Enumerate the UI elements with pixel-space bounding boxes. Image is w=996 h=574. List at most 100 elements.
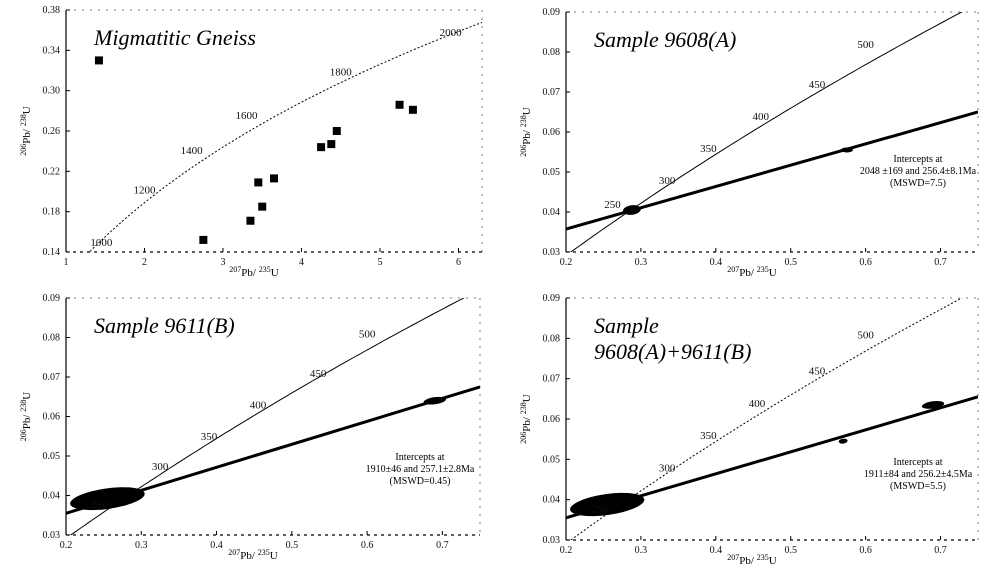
x-tick-label: 0.3 (635, 257, 648, 268)
age-label: 1200 (133, 185, 156, 197)
x-tick-label: 0.5 (286, 540, 299, 551)
y-tick-label: 0.09 (43, 293, 61, 304)
y-tick-label: 0.09 (543, 7, 561, 18)
age-label: 1400 (181, 145, 204, 157)
x-tick-label: 1 (64, 257, 69, 268)
x-tick-label: 0.2 (60, 540, 73, 551)
error-ellipse (70, 487, 145, 511)
data-point (332, 127, 341, 135)
x-axis-label-part: Pb/ (739, 267, 756, 279)
y-tick-label: 0.08 (543, 47, 561, 58)
y-tick-label: 0.06 (543, 414, 561, 425)
age-label: 350 (700, 143, 717, 155)
x-axis-label-part: Pb/ (240, 550, 257, 562)
x-tick-label: 0.7 (934, 257, 947, 268)
y-tick-label: 0.05 (43, 451, 61, 462)
x-tick-label: 0.7 (436, 540, 449, 551)
age-label: 500 (857, 39, 874, 51)
age-label: 450 (809, 366, 826, 378)
x-axis-label-part: Pb/ (739, 555, 756, 567)
age-label: 400 (749, 398, 766, 410)
x-tick-label: 0.3 (135, 540, 148, 551)
x-axis-label-part: 235 (258, 548, 270, 557)
chart-title: Migmatitic Gneiss (93, 25, 256, 50)
x-axis-label-part: 235 (757, 553, 769, 562)
intercept-annotation: (MSWD=5.5) (890, 481, 946, 492)
x-axis-label-part: 207 (229, 265, 241, 274)
x-tick-label: 0.6 (361, 540, 374, 551)
x-tick-label: 0.3 (635, 545, 648, 556)
age-label: 2000 (440, 27, 463, 39)
x-tick-label: 6 (456, 257, 461, 268)
x-tick-label: 0.5 (784, 545, 797, 556)
data-point (94, 56, 103, 65)
y-tick-label: 0.05 (543, 454, 561, 465)
y-tick-label: 0.06 (43, 412, 61, 423)
y-tick-label: 0.03 (543, 247, 561, 258)
y-axis-label-part: U (21, 106, 33, 114)
y-tick-label: 0.05 (543, 167, 561, 178)
chart-panel-2: 0.2 0.3 0.4 0.5 0.6 0.7 0.03 0.04 0.05 0.06 0.07 0.… (519, 7, 979, 280)
y-axis-label: 206Pb/ 238U (19, 392, 34, 441)
y-tick-label: 0.09 (543, 293, 561, 304)
y-axis-label-part: Pb/ (21, 126, 33, 143)
y-axis-label-part: 206 (519, 432, 528, 444)
x-axis-label: 207Pb/ 235U (228, 548, 277, 563)
y-tick-label: 0.30 (43, 86, 61, 97)
y-tick-label: 0.03 (43, 530, 61, 541)
x-tick-label: 2 (142, 257, 147, 268)
data-point (327, 140, 336, 149)
age-label: 250 (591, 504, 608, 516)
age-label: 1800 (330, 67, 353, 79)
concordia-curve (88, 21, 482, 252)
plot-area (566, 12, 978, 252)
x-tick-label: 0.4 (210, 540, 223, 551)
x-axis-label-part: Pb/ (241, 267, 258, 279)
y-axis-label: 206Pb/ 238U (519, 107, 534, 156)
age-label: 450 (809, 79, 826, 91)
y-tick-label: 0.04 (43, 491, 61, 502)
y-axis-label-part: Pb/ (521, 414, 533, 431)
x-axis-label-part: U (769, 555, 777, 567)
y-axis-label-part: 238 (519, 115, 528, 127)
intercept-annotation: Intercepts at (893, 154, 942, 165)
y-tick-label: 0.06 (543, 127, 561, 138)
intercept-annotation: 2048 ±169 and 256.4±8.1Ma (860, 166, 977, 177)
y-axis-label-part: 206 (519, 145, 528, 157)
data-point (408, 105, 417, 114)
y-tick-label: 0.07 (543, 87, 561, 98)
y-tick-label: 0.04 (543, 207, 561, 218)
concordia-curve (569, 12, 963, 252)
x-tick-label: 0.6 (859, 545, 872, 556)
data-point (840, 147, 853, 153)
x-tick-label: 0.6 (859, 257, 872, 268)
x-axis-label: 207Pb/ 235U (229, 265, 278, 280)
concordia-curve (69, 298, 465, 535)
age-label: 1600 (236, 110, 259, 122)
chart-panel-4: 0.2 0.3 0.4 0.5 0.6 0.7 0.03 0.04 0.05 0.06 0.07 0.… (519, 293, 979, 567)
x-axis-label-part: 207 (727, 553, 739, 562)
age-label: 300 (659, 175, 676, 187)
age-label: 250 (92, 499, 109, 511)
x-tick-label: 0.7 (934, 545, 947, 556)
age-label: 300 (152, 461, 169, 473)
x-tick-label: 3 (220, 257, 225, 268)
x-axis-label: 207Pb/ 235U (727, 265, 776, 280)
intercept-annotation: Intercepts at (395, 452, 444, 463)
concordia-curve (569, 298, 963, 540)
y-tick-label: 0.03 (543, 535, 561, 546)
age-label: 300 (659, 462, 676, 474)
y-axis-label-part: 238 (19, 400, 28, 412)
y-tick-label: 0.14 (43, 247, 61, 258)
data-point (199, 235, 208, 244)
x-axis-label-part: U (270, 550, 278, 562)
data-point (270, 174, 278, 183)
chart-title: Sample 9608(A) (594, 27, 736, 52)
x-axis-label-part: 235 (757, 265, 769, 274)
x-tick-label: 0.4 (710, 257, 723, 268)
chart-title: Sample (594, 313, 659, 338)
chart-title: Sample 9611(B) (94, 313, 235, 338)
data-point (395, 100, 404, 109)
data-point (254, 178, 263, 187)
plot-area (66, 298, 480, 535)
